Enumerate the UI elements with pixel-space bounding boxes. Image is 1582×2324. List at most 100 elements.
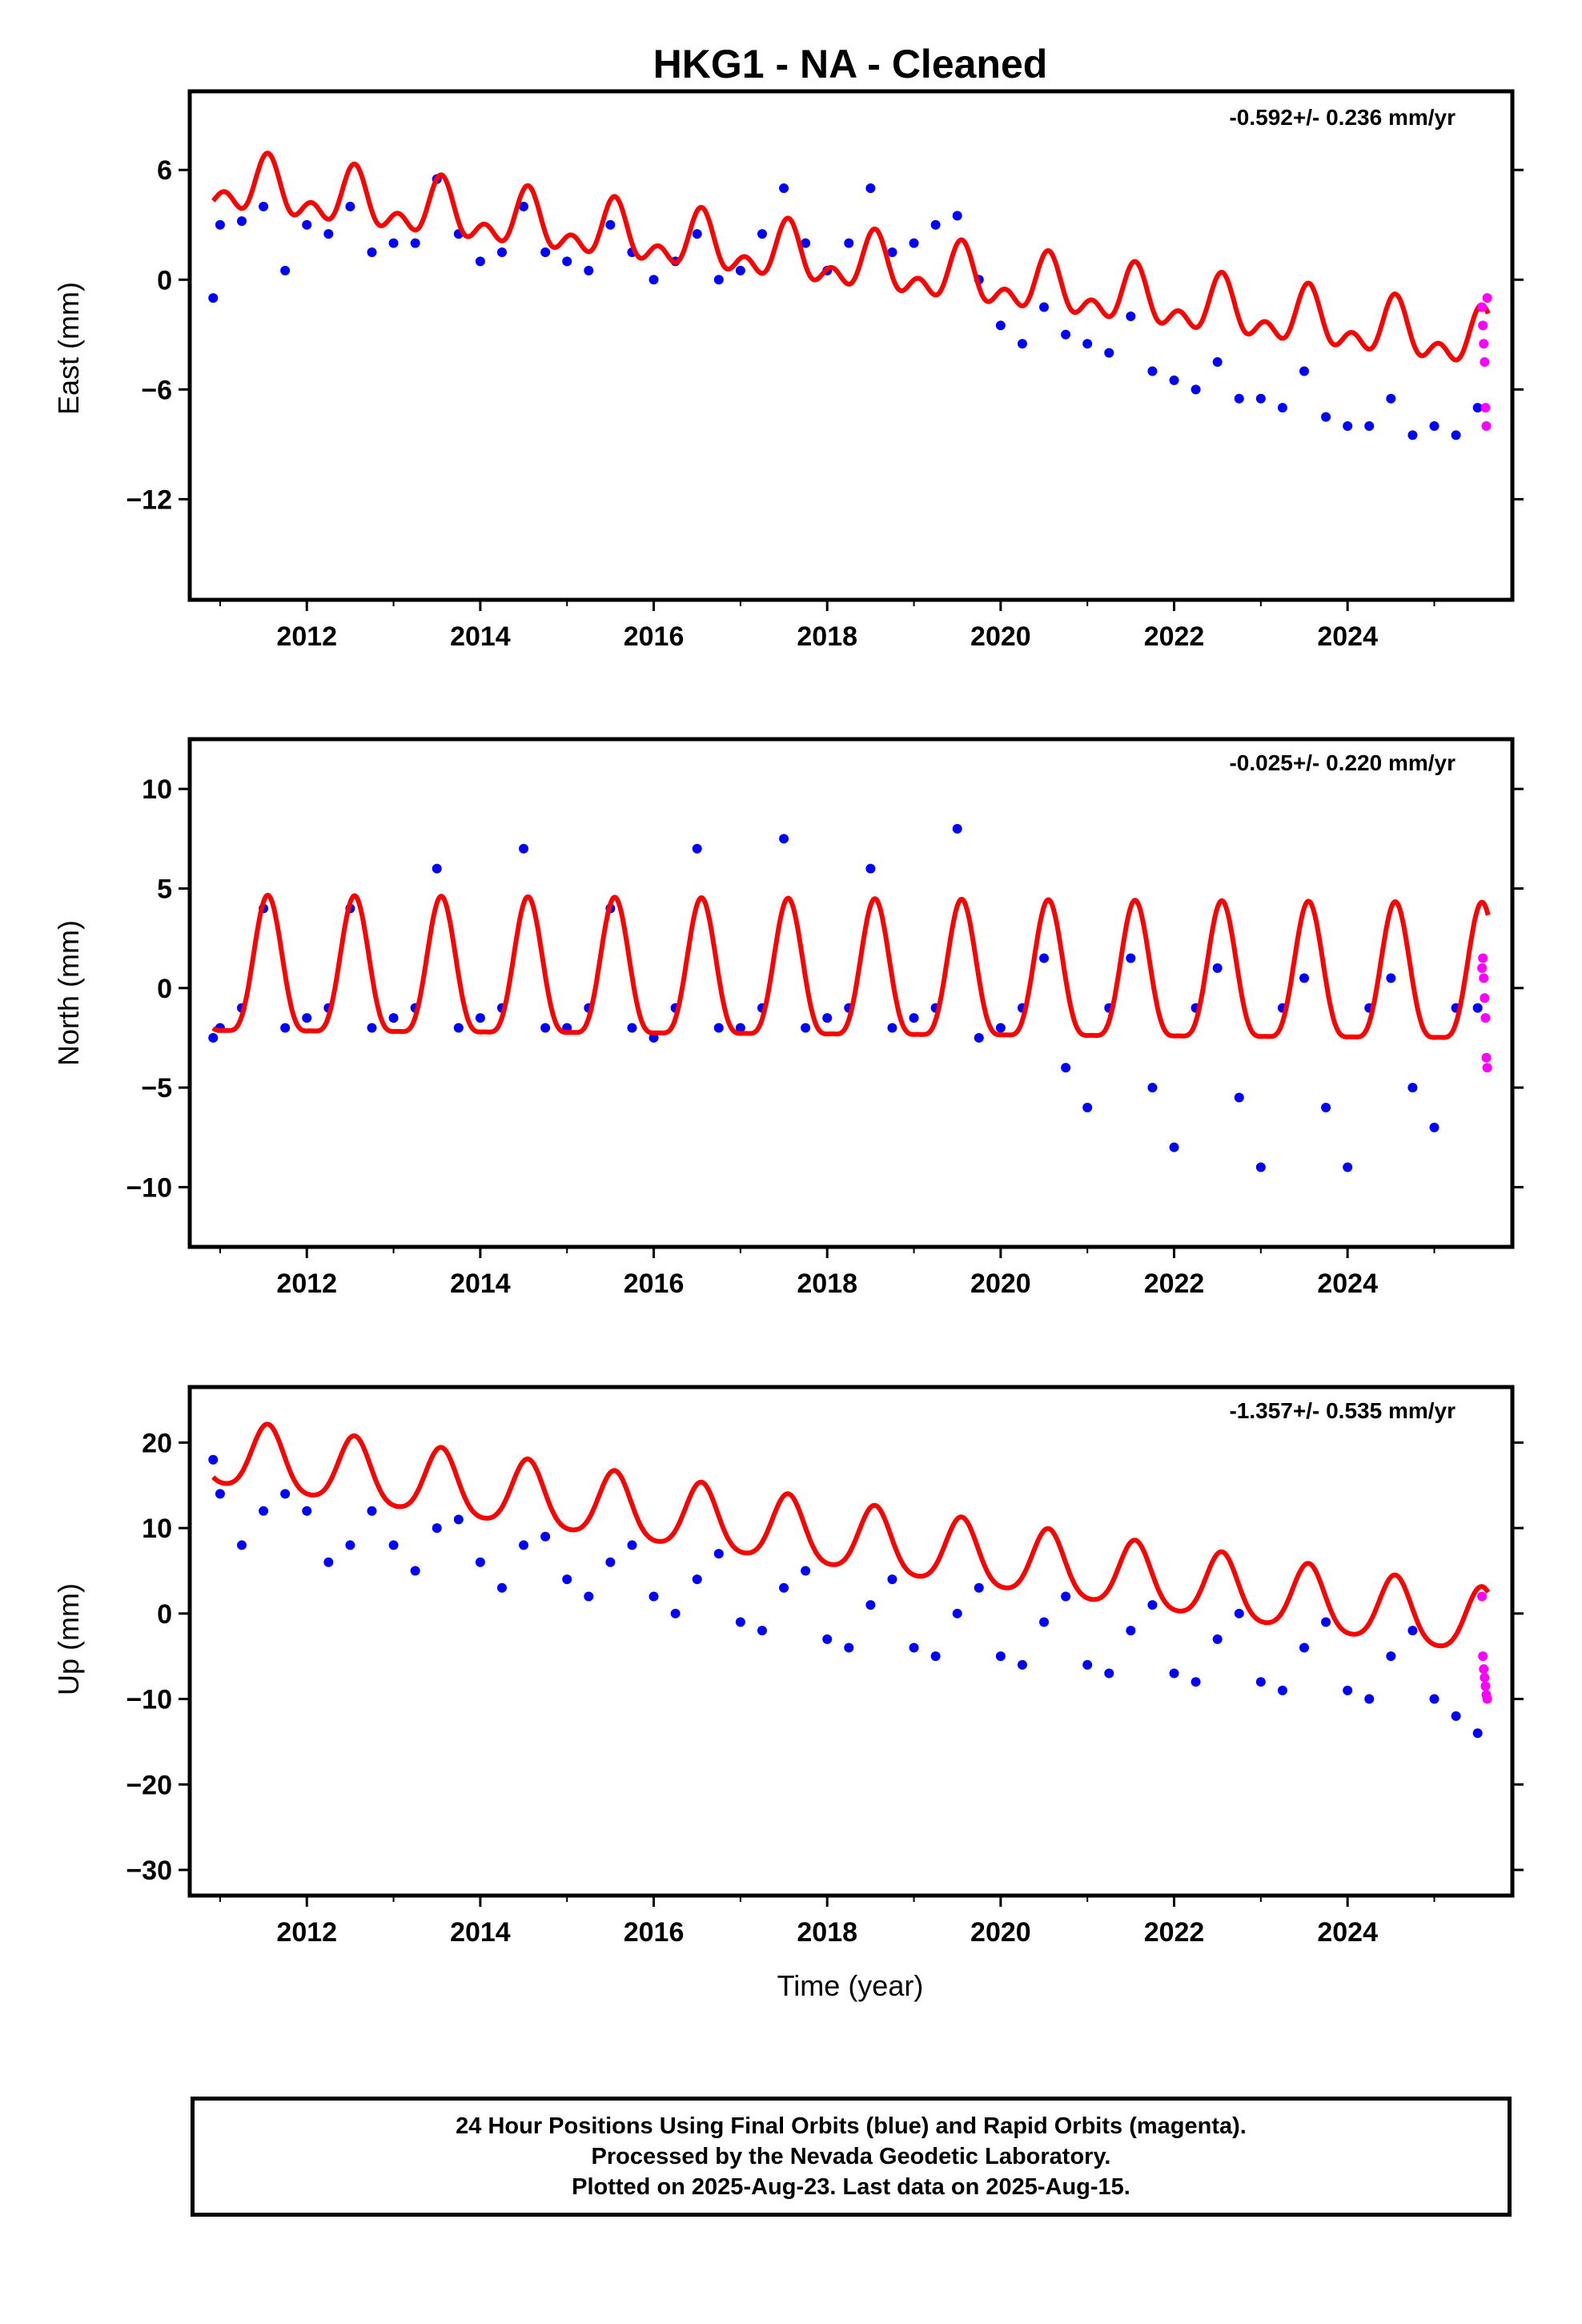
- east-final-point: [1255, 393, 1266, 404]
- north-rapid-point: [1480, 993, 1490, 1003]
- east-final-point: [280, 265, 291, 275]
- north-rate-label: -0.025+/- 0.220 mm/yr: [1229, 750, 1456, 775]
- up-final-point: [1429, 1694, 1439, 1704]
- east-final-point: [1343, 421, 1353, 432]
- up-rapid-point: [1479, 1664, 1489, 1675]
- north-final-point: [648, 1032, 659, 1043]
- north-final-point: [713, 1023, 724, 1033]
- north-final-point: [1234, 1092, 1244, 1103]
- up-final-point: [779, 1582, 789, 1593]
- east-final-point: [1407, 430, 1418, 440]
- east-rapid-point: [1480, 403, 1491, 413]
- east-final-point: [887, 247, 897, 258]
- up-y-axis-label: Up (mm): [52, 1583, 85, 1695]
- up-final-point: [1364, 1694, 1375, 1704]
- up-final-point: [584, 1591, 594, 1602]
- north-y-tick-label: −5: [141, 1073, 172, 1104]
- east-x-tick-label: 2012: [276, 621, 337, 652]
- east-final-point: [345, 201, 355, 211]
- east-final-point: [844, 238, 854, 248]
- north-final-point: [540, 1023, 551, 1033]
- north-y-tick-label: 10: [142, 774, 172, 805]
- north-x-tick-label: 2018: [797, 1269, 857, 1299]
- north-final-point: [801, 1023, 811, 1033]
- up-final-point: [1212, 1634, 1223, 1644]
- north-final-point: [887, 1023, 897, 1033]
- up-final-point: [236, 1540, 247, 1550]
- north-final-point: [692, 843, 702, 854]
- panel-north: -0.025+/- 0.220 mm/yr North (mm) 2012 201…: [52, 737, 1524, 1299]
- up-rapid-point: [1480, 1672, 1490, 1683]
- east-final-point: [801, 238, 811, 248]
- up-final-point: [1451, 1711, 1461, 1721]
- north-model-curve: [211, 892, 1491, 1040]
- east-y-tick-label: −6: [141, 375, 172, 405]
- up-final-point: [496, 1582, 507, 1593]
- north-final-point: [865, 863, 876, 874]
- north-final-point: [1429, 1122, 1439, 1132]
- north-final-point: [974, 1032, 984, 1043]
- up-model-curve: [211, 1421, 1491, 1649]
- up-final-point: [208, 1454, 219, 1465]
- north-final-point: [1321, 1102, 1331, 1112]
- north-final-point: [822, 1013, 833, 1023]
- up-final-point: [605, 1557, 616, 1567]
- east-final-point: [1017, 339, 1027, 349]
- up-final-point: [540, 1531, 551, 1542]
- east-x-tick-label: 2020: [970, 621, 1031, 652]
- north-final-point: [453, 1023, 464, 1033]
- east-final-point: [1321, 412, 1331, 422]
- east-final-point: [757, 229, 767, 239]
- east-final-point: [1212, 357, 1223, 368]
- east-final-point: [367, 247, 377, 258]
- east-final-point: [692, 229, 702, 239]
- east-final-point: [540, 247, 551, 258]
- up-final-point: [1277, 1685, 1287, 1695]
- east-final-point: [562, 256, 572, 267]
- north-final-point: [1082, 1102, 1093, 1112]
- east-final-point: [410, 238, 420, 248]
- east-final-point: [388, 238, 399, 248]
- north-rapid-point: [1482, 1063, 1492, 1073]
- east-y-axis-label: East (mm): [52, 282, 85, 415]
- caption-line-processor: Processed by the Nevada Geodetic Laborat…: [591, 2144, 1111, 2169]
- east-final-point: [865, 183, 876, 194]
- east-final-point: [1126, 311, 1136, 321]
- up-final-point: [909, 1642, 919, 1653]
- east-rate-label: -0.592+/- 0.236 mm/yr: [1229, 105, 1456, 130]
- up-y-tick-label: −10: [126, 1685, 172, 1715]
- north-x-tick-label: 2012: [276, 1269, 337, 1299]
- north-final-point: [1343, 1162, 1353, 1172]
- east-rapid-point: [1479, 339, 1489, 349]
- north-final-point: [909, 1013, 919, 1023]
- east-final-point: [1169, 375, 1179, 385]
- east-y-tick-label: 0: [157, 265, 172, 296]
- east-final-point: [735, 265, 745, 275]
- up-final-point: [627, 1540, 637, 1550]
- up-final-point: [1126, 1626, 1136, 1636]
- up-final-point: [519, 1540, 529, 1550]
- up-x-tick-label: 2018: [797, 1917, 857, 1948]
- up-rapid-point: [1482, 1694, 1492, 1704]
- east-final-point: [779, 183, 789, 194]
- north-final-point: [1386, 973, 1396, 983]
- x-axis-label: Time (year): [777, 1969, 924, 2002]
- east-x-tick-label: 2014: [450, 621, 511, 652]
- east-rapid-point: [1478, 320, 1488, 331]
- up-final-point: [995, 1651, 1006, 1662]
- north-final-point: [1407, 1083, 1418, 1093]
- north-final-point: [1147, 1083, 1158, 1093]
- north-final-point: [1212, 963, 1223, 973]
- east-final-point: [930, 219, 941, 230]
- north-final-point: [302, 1013, 312, 1023]
- north-y-tick-label: 0: [157, 974, 172, 1004]
- north-final-point: [1299, 973, 1310, 983]
- north-y-tick-label: −10: [126, 1172, 172, 1203]
- north-final-point: [208, 1032, 219, 1043]
- east-plot-layer: 2012 2014 2016 2018 2020 2022 2024 −12 −6 0 6: [126, 151, 1524, 652]
- up-final-point: [735, 1617, 745, 1627]
- east-plot-frame: [187, 89, 1515, 602]
- east-final-point: [236, 216, 247, 227]
- north-final-point: [432, 863, 442, 874]
